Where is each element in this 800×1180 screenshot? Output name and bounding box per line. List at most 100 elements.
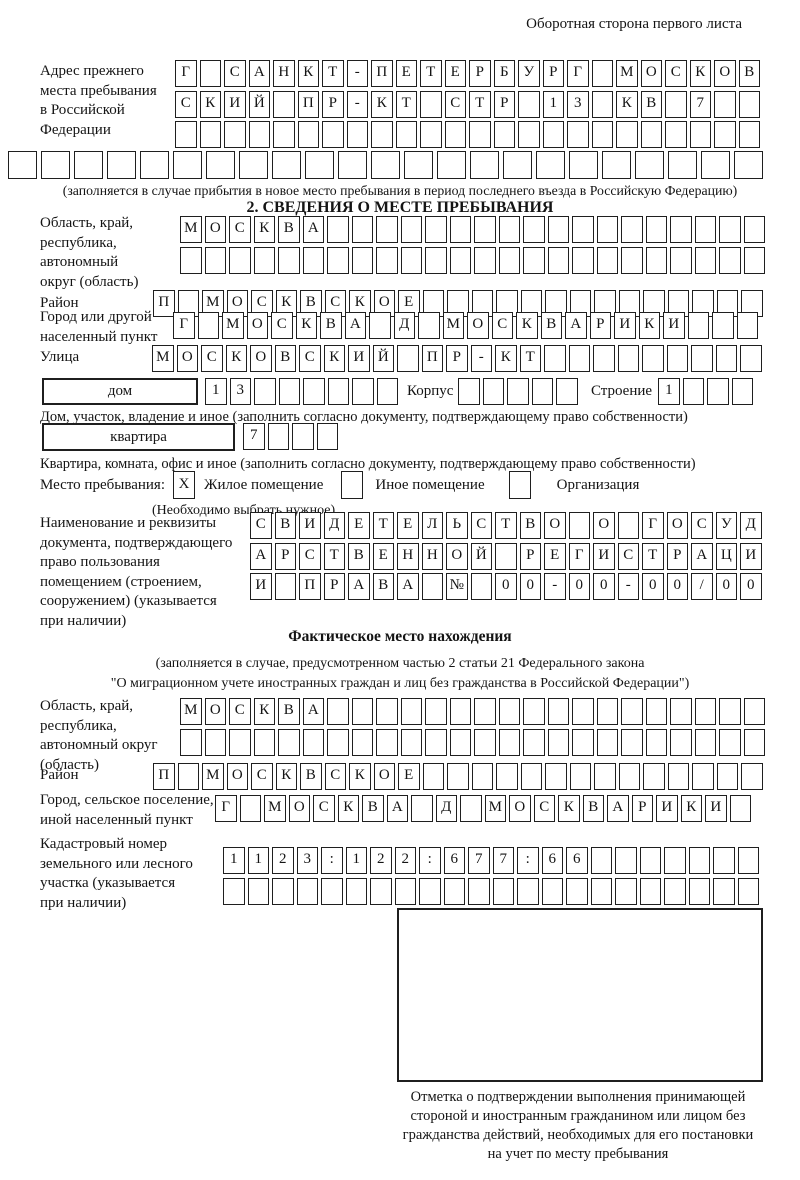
char-cell[interactable] — [239, 151, 268, 179]
char-cell[interactable]: - — [470, 345, 492, 372]
char-cell[interactable] — [740, 345, 762, 372]
char-cell[interactable]: С — [229, 216, 251, 243]
char-cell[interactable] — [621, 216, 643, 243]
char-cell[interactable]: В — [274, 512, 296, 539]
char-cell[interactable]: Й — [470, 542, 492, 570]
char-cell[interactable] — [498, 216, 520, 243]
char-cell[interactable] — [498, 698, 520, 725]
char-cell[interactable]: К — [253, 216, 275, 243]
char-cell[interactable]: Т — [420, 60, 442, 87]
char-cell[interactable]: 0 — [495, 573, 517, 600]
char-cell[interactable]: П — [371, 60, 393, 87]
char-cell[interactable]: - — [544, 573, 566, 600]
char-cell[interactable] — [741, 763, 763, 790]
char-cell[interactable] — [422, 763, 444, 790]
char-cell[interactable]: Е — [395, 60, 417, 87]
char-cell[interactable]: М — [202, 290, 224, 317]
char-cell[interactable] — [738, 90, 760, 118]
char-cell[interactable] — [729, 795, 751, 822]
char-cell[interactable]: П — [297, 90, 319, 118]
char-cell[interactable]: А — [344, 312, 366, 339]
char-cell[interactable] — [617, 512, 639, 539]
char-cell[interactable] — [397, 345, 419, 372]
char-cell[interactable]: К — [199, 90, 221, 118]
char-cell[interactable] — [639, 877, 661, 905]
char-cell[interactable] — [302, 728, 324, 756]
char-cell[interactable]: 6 — [566, 847, 588, 874]
char-cell[interactable]: : — [321, 847, 343, 874]
char-cell[interactable] — [694, 216, 716, 243]
char-cell[interactable]: 0 — [642, 573, 664, 600]
char-cell[interactable] — [668, 151, 697, 179]
char-cell[interactable]: Ь — [446, 512, 468, 539]
char-cell[interactable]: Р — [542, 60, 564, 87]
char-cell[interactable] — [425, 728, 447, 756]
char-cell[interactable]: Д — [740, 512, 762, 539]
char-cell[interactable]: Т — [642, 542, 664, 570]
char-cell[interactable]: Е — [444, 60, 466, 87]
char-cell[interactable]: О — [246, 312, 268, 339]
char-cell[interactable]: А — [397, 573, 419, 600]
char-cell[interactable]: Е — [348, 512, 370, 539]
char-cell[interactable]: С — [271, 312, 293, 339]
char-cell[interactable] — [664, 877, 686, 905]
char-cell[interactable] — [449, 728, 471, 756]
char-cell[interactable] — [199, 60, 221, 87]
char-cell[interactable] — [173, 151, 202, 179]
char-cell[interactable] — [666, 345, 688, 372]
char-cell[interactable]: Н — [397, 542, 419, 570]
char-cell[interactable]: Р — [589, 312, 611, 339]
char-cell[interactable]: К — [297, 60, 319, 87]
char-cell[interactable] — [449, 698, 471, 725]
char-cell[interactable] — [734, 151, 763, 179]
char-cell[interactable] — [664, 847, 686, 874]
char-cell[interactable] — [278, 378, 300, 405]
char-cell[interactable]: Н — [273, 60, 295, 87]
char-cell[interactable] — [376, 246, 398, 274]
char-cell[interactable] — [425, 216, 447, 243]
char-cell[interactable] — [370, 877, 392, 905]
char-cell[interactable] — [394, 877, 416, 905]
char-cell[interactable] — [556, 378, 578, 405]
char-cell[interactable] — [618, 763, 640, 790]
char-cell[interactable] — [596, 698, 618, 725]
char-cell[interactable] — [206, 151, 235, 179]
char-cell[interactable] — [278, 246, 300, 274]
char-cell[interactable] — [712, 312, 734, 339]
char-cell[interactable]: 1 — [542, 90, 564, 118]
char-cell[interactable] — [273, 121, 295, 148]
char-cell[interactable]: Д — [323, 512, 345, 539]
char-cell[interactable] — [701, 151, 730, 179]
char-cell[interactable]: С — [444, 90, 466, 118]
char-cell[interactable]: 7 — [468, 847, 490, 874]
char-cell[interactable]: О — [666, 512, 688, 539]
char-cell[interactable]: 7 — [243, 423, 265, 450]
char-cell[interactable]: М — [202, 763, 224, 790]
char-cell[interactable]: П — [153, 290, 175, 317]
char-cell[interactable]: П — [153, 763, 175, 790]
char-cell[interactable] — [670, 246, 692, 274]
char-cell[interactable] — [204, 728, 226, 756]
char-cell[interactable]: Г — [568, 542, 590, 570]
char-cell[interactable] — [376, 216, 398, 243]
char-cell[interactable] — [591, 60, 613, 87]
char-cell[interactable]: С — [299, 345, 321, 372]
char-cell[interactable]: Т — [495, 512, 517, 539]
char-cell[interactable] — [474, 216, 496, 243]
char-cell[interactable] — [474, 728, 496, 756]
char-cell[interactable]: В — [640, 90, 662, 118]
char-cell[interactable] — [645, 216, 667, 243]
char-cell[interactable]: М — [264, 795, 286, 822]
char-cell[interactable]: 6 — [443, 847, 465, 874]
char-cell[interactable] — [400, 728, 422, 756]
char-cell[interactable] — [421, 573, 443, 600]
char-cell[interactable]: С — [229, 698, 251, 725]
char-cell[interactable]: - — [617, 573, 639, 600]
char-cell[interactable]: Р — [631, 795, 653, 822]
char-cell[interactable]: С — [691, 512, 713, 539]
char-cell[interactable] — [420, 90, 442, 118]
char-cell[interactable] — [297, 121, 319, 148]
char-cell[interactable]: 3 — [296, 847, 318, 874]
char-cell[interactable] — [615, 877, 637, 905]
char-cell[interactable] — [351, 728, 373, 756]
